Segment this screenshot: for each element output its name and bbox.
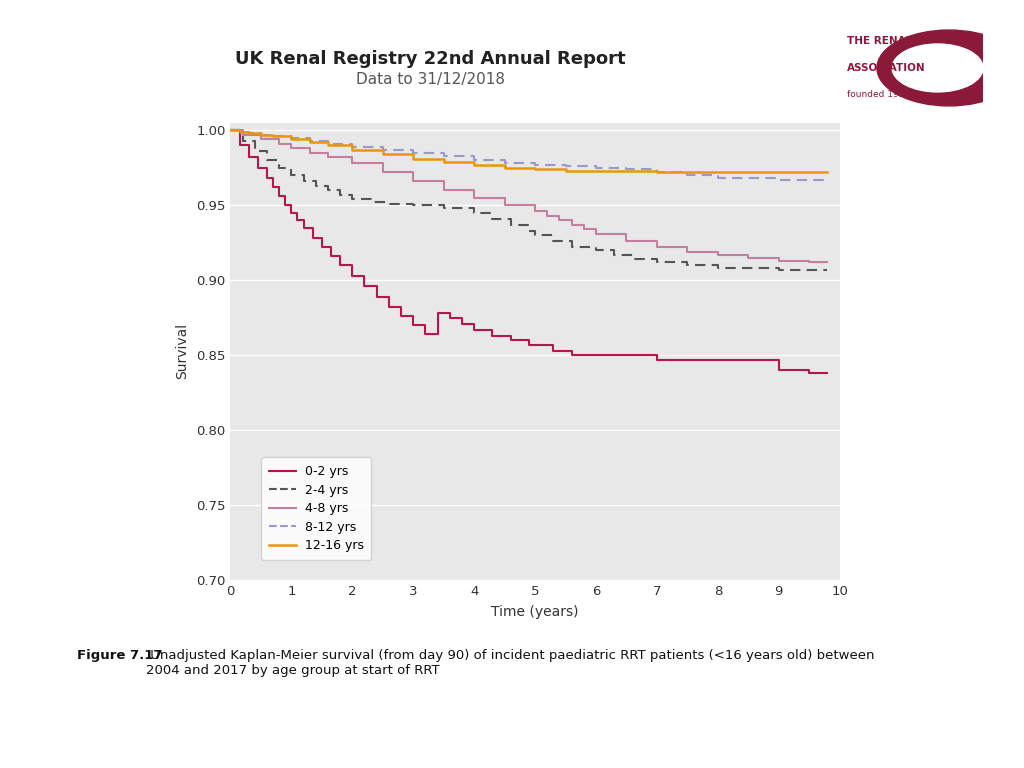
- Circle shape: [892, 44, 983, 92]
- Legend: 0-2 yrs, 2-4 yrs, 4-8 yrs, 8-12 yrs, 12-16 yrs: 0-2 yrs, 2-4 yrs, 4-8 yrs, 8-12 yrs, 12-…: [261, 458, 372, 560]
- Text: Unadjusted Kaplan-Meier survival (from day 90) of incident paediatric RRT patien: Unadjusted Kaplan-Meier survival (from d…: [146, 649, 874, 677]
- Text: ASSOCIATION: ASSOCIATION: [847, 63, 926, 73]
- Circle shape: [877, 30, 1021, 106]
- X-axis label: Time (years): Time (years): [492, 604, 579, 619]
- Y-axis label: Survival: Survival: [175, 323, 189, 379]
- Text: Figure 7.17: Figure 7.17: [77, 649, 162, 662]
- Text: Data to 31/12/2018: Data to 31/12/2018: [355, 72, 505, 88]
- Text: THE RENAL: THE RENAL: [847, 36, 912, 46]
- Text: UK Renal Registry 22nd Annual Report: UK Renal Registry 22nd Annual Report: [234, 50, 626, 68]
- Text: founded 1950: founded 1950: [847, 91, 910, 99]
